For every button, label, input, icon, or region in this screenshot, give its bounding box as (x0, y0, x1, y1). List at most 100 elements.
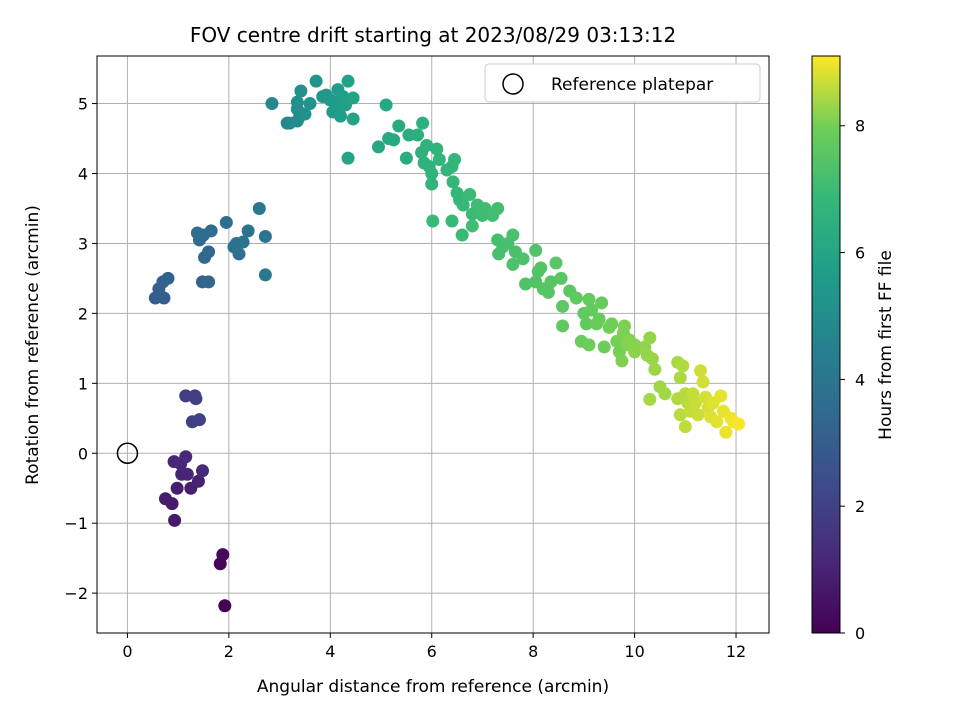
data-point (265, 97, 279, 111)
data-point (549, 256, 563, 270)
data-point (678, 420, 692, 434)
data-point (584, 303, 598, 317)
colorbar-tick-label: 8 (855, 117, 865, 136)
y-tick-label: 3 (78, 234, 88, 253)
data-point (582, 338, 596, 352)
data-point (425, 166, 439, 180)
data-point (309, 74, 323, 88)
reference-marker (116, 442, 139, 465)
data-point (420, 139, 434, 153)
y-tick-label: 1 (78, 374, 88, 393)
data-point (204, 224, 218, 238)
y-axis-label: Rotation from reference (arcmin) (23, 205, 43, 485)
data-point (416, 116, 430, 130)
data-point (691, 408, 705, 422)
data-point (192, 413, 206, 427)
data-point (448, 153, 462, 167)
data-point (392, 119, 406, 133)
data-point (252, 201, 266, 215)
data-point (218, 599, 232, 613)
data-point (658, 387, 672, 401)
data-point (179, 389, 193, 403)
y-tick-label: −2 (64, 584, 88, 603)
chart-title: FOV centre drift starting at 2023/08/29 … (190, 23, 676, 47)
x-axis-label: Angular distance from reference (arcmin) (257, 677, 609, 697)
data-point (190, 226, 204, 240)
data-point (506, 228, 520, 242)
y-tick-label: −1 (64, 514, 88, 533)
data-point (341, 74, 355, 88)
data-point (294, 84, 308, 98)
data-point (346, 91, 360, 105)
data-point (426, 214, 440, 228)
data-point (232, 247, 246, 261)
data-point (216, 548, 230, 562)
data-point (569, 291, 583, 305)
data-point (673, 408, 687, 422)
data-point (556, 299, 570, 313)
data-point (202, 245, 216, 259)
data-point (643, 331, 657, 345)
data-point (158, 492, 172, 506)
data-point (605, 317, 619, 331)
data-point (168, 513, 182, 527)
data-point (241, 224, 255, 238)
data-point (290, 95, 304, 109)
data-point (463, 187, 477, 201)
data-point (236, 235, 250, 249)
data-point (529, 243, 543, 257)
data-point (298, 107, 312, 121)
legend-box (484, 63, 761, 103)
data-point (544, 275, 558, 289)
data-point (617, 319, 631, 333)
data-point (491, 201, 505, 215)
data-point (595, 296, 609, 310)
data-point (387, 133, 401, 147)
data-point (161, 271, 175, 285)
axes-frame (96, 55, 770, 634)
data-point (732, 417, 746, 431)
legend-entry-reference: Reference platepar (551, 75, 713, 95)
legend-reference-marker (502, 73, 524, 95)
data-point (688, 396, 702, 410)
data-point (643, 392, 657, 406)
data-point (648, 362, 662, 376)
data-point (534, 261, 548, 275)
data-point (333, 109, 347, 123)
x-tick-label: 0 (122, 642, 132, 661)
data-point (430, 142, 444, 156)
x-tick-label: 12 (726, 642, 746, 661)
data-point (519, 277, 533, 291)
data-point (258, 268, 272, 282)
data-point (191, 474, 205, 488)
data-point (696, 375, 710, 389)
y-tick-label: 2 (78, 304, 88, 323)
data-point (379, 98, 393, 112)
data-point (694, 364, 708, 378)
y-tick-label: 0 (78, 444, 88, 463)
data-point (346, 112, 360, 126)
data-point (590, 317, 604, 331)
data-point (465, 219, 479, 233)
colorbar-ticks: 0 2 4 6 8 (840, 117, 865, 643)
colorbar-gradient (811, 55, 841, 634)
data-point (516, 252, 530, 266)
data-point (615, 354, 629, 368)
x-tick-label: 6 (427, 642, 437, 661)
legend: Reference platepar (484, 63, 761, 103)
x-tick-label: 4 (325, 642, 335, 661)
data-point (676, 359, 690, 373)
data-point (506, 257, 520, 271)
data-point (195, 464, 209, 478)
data-point (170, 481, 184, 495)
data-point (455, 228, 469, 242)
colorbar-tick-label: 4 (855, 370, 865, 389)
x-tick-label: 10 (624, 642, 644, 661)
data-point (673, 371, 687, 385)
colorbar-label: Hours from first FF file (876, 250, 896, 440)
data-point (432, 153, 446, 167)
data-point (582, 292, 596, 306)
data-point (714, 389, 728, 403)
